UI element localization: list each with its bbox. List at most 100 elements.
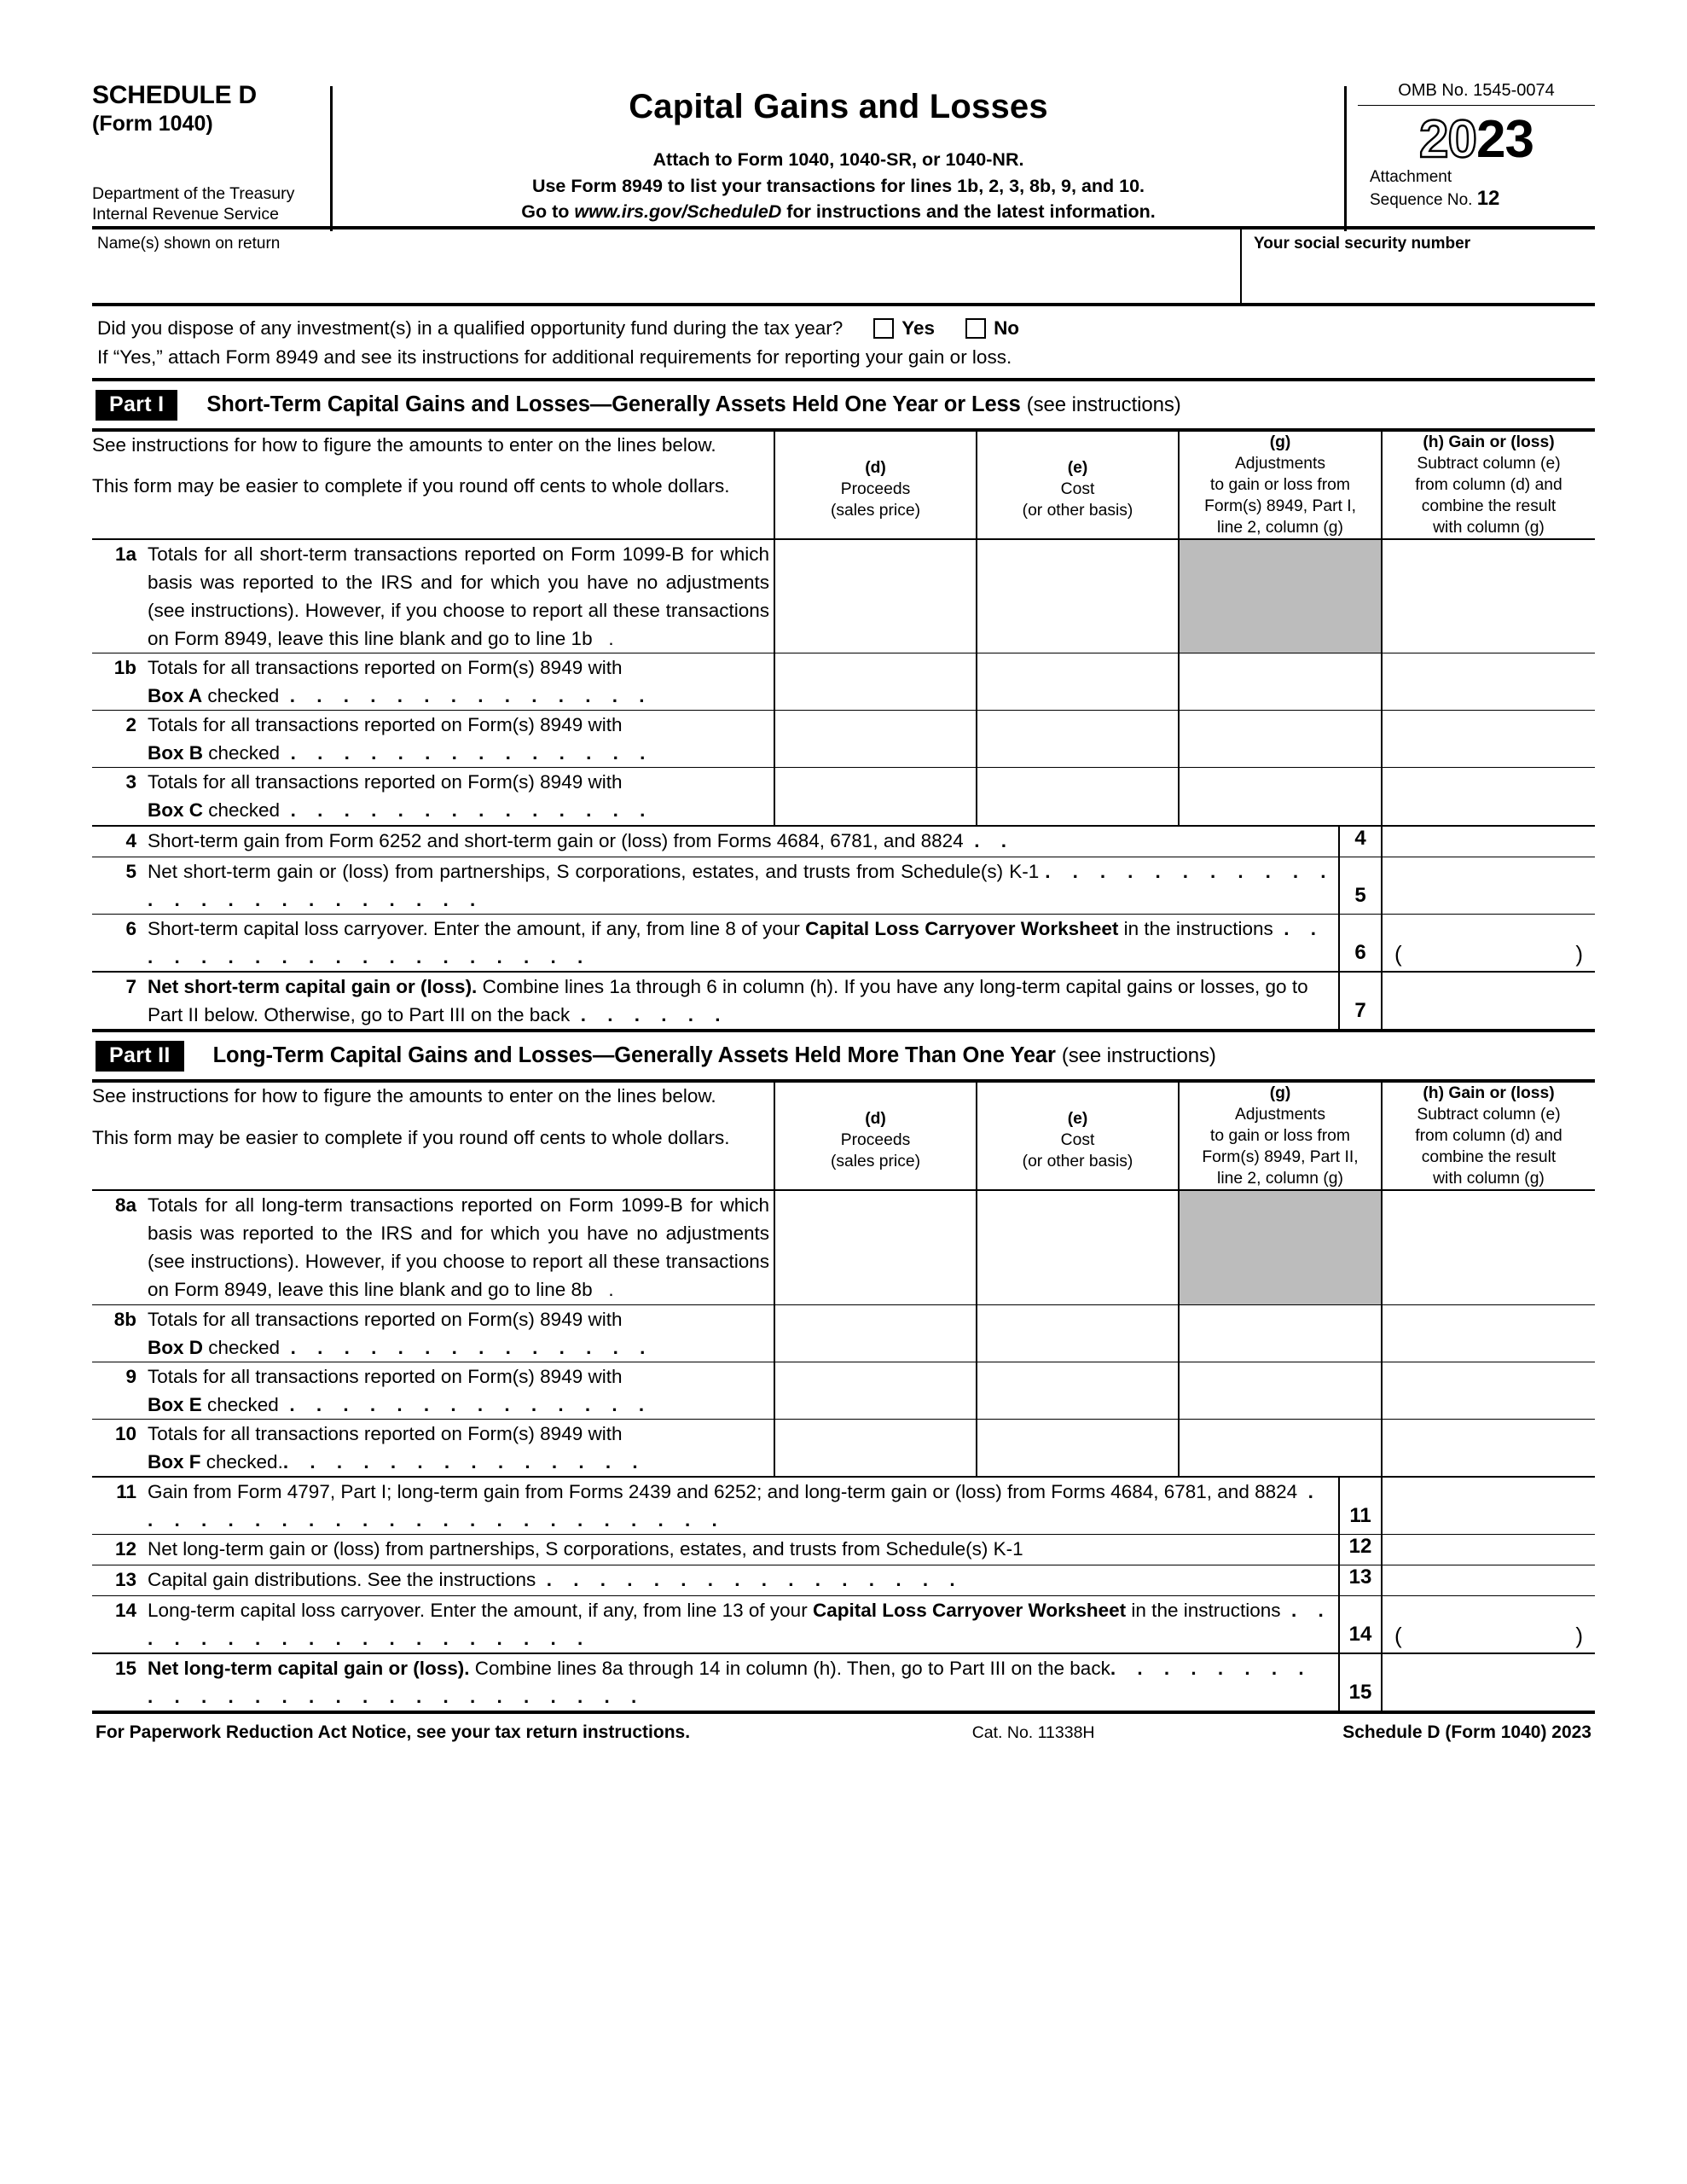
line-2-col-h[interactable] (1382, 710, 1595, 769)
line-8a-col-g-shaded (1179, 1190, 1383, 1305)
col-h-line-4: with column (g) (1433, 1170, 1545, 1188)
line-2-col-e[interactable] (977, 710, 1180, 769)
line-1a-col-h[interactable] (1382, 538, 1595, 654)
line-12-amount[interactable] (1382, 1534, 1595, 1566)
table-row: 5 Net short-term gain or (loss) from part… (92, 857, 1595, 915)
col-h-line-4: with column (g) (1433, 518, 1545, 537)
form-footer: For Paperwork Reduction Act Notice, see … (92, 1714, 1595, 1743)
line-3-col-g[interactable] (1179, 767, 1383, 827)
line-2-box: Box B (148, 742, 204, 764)
line-2-label: 2 Totals for all transactions reported on… (92, 710, 775, 769)
line-9-col-g[interactable] (1179, 1362, 1383, 1420)
line-9-label: 9 Totals for all transactions reported on… (92, 1362, 775, 1420)
line-10-col-e[interactable] (977, 1419, 1180, 1478)
attachment-label: Attachment (1370, 168, 1452, 186)
line-8a-label: 8a Totals for all long-term transactions … (92, 1190, 775, 1305)
line-3-text-pre: Totals for all transactions reported on … (148, 771, 623, 793)
line-3-col-d[interactable] (774, 767, 977, 827)
line-7-label: 7 Net short-term capital gain or (loss). … (92, 972, 1339, 1029)
line-14-amount-cell[interactable]: () (1382, 1595, 1595, 1655)
line-4-label: 4 Short-term gain from Form 6252 and shor… (92, 826, 1339, 857)
tax-year-prefix: 20 (1418, 110, 1478, 169)
col-e-name: Cost (1060, 479, 1095, 498)
line-3-col-e[interactable] (977, 767, 1180, 827)
line-2-text-post: checked (203, 742, 281, 764)
line-2-col-d[interactable] (774, 710, 977, 769)
line-8a-col-d[interactable] (774, 1190, 977, 1305)
qof-question-row: Did you dispose of any investment(s) in … (97, 314, 1595, 343)
line-8b-col-d[interactable] (774, 1304, 977, 1362)
table-row: 7 Net short-term capital gain or (loss). … (92, 971, 1595, 1029)
line-5-amount[interactable] (1382, 857, 1595, 915)
table-row: 15 Net long-term capital gain or (loss). … (92, 1653, 1595, 1711)
line-9-text-post: checked (201, 1393, 279, 1415)
line-9-col-e[interactable] (977, 1362, 1180, 1420)
line-15-amount[interactable] (1382, 1653, 1595, 1711)
line-5-box-number: 5 (1338, 857, 1383, 915)
form-title: Capital Gains and Losses (629, 88, 1048, 125)
line-1b-text-pre: Totals for all transactions reported on … (148, 657, 623, 679)
line-10-col-g[interactable] (1179, 1419, 1383, 1478)
line-10-col-h[interactable] (1382, 1419, 1595, 1478)
line-14-dots: . . . . . . . . . . . . . . . . . . . (148, 1600, 1332, 1650)
line-4-number: 4 (125, 829, 136, 851)
line-8b-col-g[interactable] (1179, 1304, 1383, 1362)
table-row: 14 Long-term capital loss carryover. Ente… (92, 1595, 1595, 1655)
line-1a-col-d[interactable] (774, 538, 977, 654)
line-10-col-d[interactable] (774, 1419, 977, 1478)
tax-year-suffix: 23 (1476, 110, 1534, 169)
line-3-col-h[interactable] (1382, 767, 1595, 827)
line-1b-col-e[interactable] (977, 653, 1180, 712)
line-13-label: 13 Capital gain distributions. See the in… (92, 1565, 1339, 1597)
table-row: 2 Totals for all transactions reported on… (92, 710, 1595, 769)
line-1b-col-d[interactable] (774, 653, 977, 712)
line-1b-box: Box A (148, 685, 203, 707)
line-15-lead: Net long-term capital gain or (loss). (148, 1658, 470, 1680)
line-13-text: Capital gain distributions. See the inst… (148, 1569, 536, 1591)
form-label: (Form 1040) (92, 112, 213, 136)
line-1b-col-g[interactable] (1179, 653, 1383, 712)
department-line-2: Internal Revenue Service (92, 204, 279, 224)
line-8a-col-h[interactable] (1382, 1190, 1595, 1305)
line-1a-col-g-shaded (1179, 538, 1383, 654)
qof-followup: If “Yes,” attach Form 8949 and see its i… (97, 346, 1012, 368)
line-1a-text: Totals for all short-term transactions r… (148, 543, 769, 650)
line-8b-col-h[interactable] (1382, 1304, 1595, 1362)
line-9-col-h[interactable] (1382, 1362, 1595, 1420)
line-1b-dots: . . . . . . . . . . . . . . (289, 685, 653, 707)
name-field-cell[interactable]: Name(s) shown on return (92, 229, 1242, 303)
line-1b-number: 1b (113, 657, 136, 679)
line-14-close-paren: ) (1575, 1623, 1583, 1649)
line-1b-text-post: checked (202, 685, 280, 707)
line-1b-col-h[interactable] (1382, 653, 1595, 712)
qof-no-checkbox[interactable] (965, 317, 987, 339)
line-8b-col-e[interactable] (977, 1304, 1180, 1362)
line-5-number: 5 (125, 860, 136, 882)
part1-table: See instructions for how to figure the a… (92, 431, 1595, 827)
line-4-amount[interactable] (1382, 826, 1595, 857)
col-h-line-3: combine the result (1421, 497, 1557, 515)
ssn-field-cell[interactable]: Your social security number (1242, 229, 1595, 303)
line-4-box-number: 4 (1338, 826, 1383, 857)
department-line-1: Department of the Treasury (92, 184, 295, 204)
line-14-open-paren: ( (1394, 1623, 1402, 1649)
qof-section: Did you dispose of any investment(s) in … (92, 306, 1595, 378)
table-row: 8a Totals for all long-term transactions … (92, 1190, 1595, 1305)
col-d-name: Proceeds (840, 1130, 911, 1149)
irs-url[interactable]: www.irs.gov/ScheduleD (574, 201, 782, 223)
line-7-amount[interactable] (1382, 972, 1595, 1029)
line-11-amount[interactable] (1382, 1477, 1595, 1536)
line-10-number: 10 (114, 1422, 136, 1444)
qof-bottom-rule (92, 377, 1595, 381)
line-2-col-g[interactable] (1179, 710, 1383, 769)
line-13-amount[interactable] (1382, 1565, 1595, 1597)
col-g-line-1: Adjustments (1234, 454, 1326, 473)
line-5-text: Net short-term gain or (loss) from partn… (148, 860, 1040, 882)
line-6-amount-cell[interactable]: () (1382, 914, 1595, 973)
table-row: 11 Gain from Form 4797, Part I; long-term… (92, 1477, 1595, 1536)
line-8a-col-e[interactable] (977, 1190, 1180, 1305)
qof-yes-checkbox[interactable] (873, 317, 895, 339)
catalog-number: Cat. No. 11338H (971, 1723, 1095, 1743)
line-9-col-d[interactable] (774, 1362, 977, 1420)
line-1a-col-e[interactable] (977, 538, 1180, 654)
